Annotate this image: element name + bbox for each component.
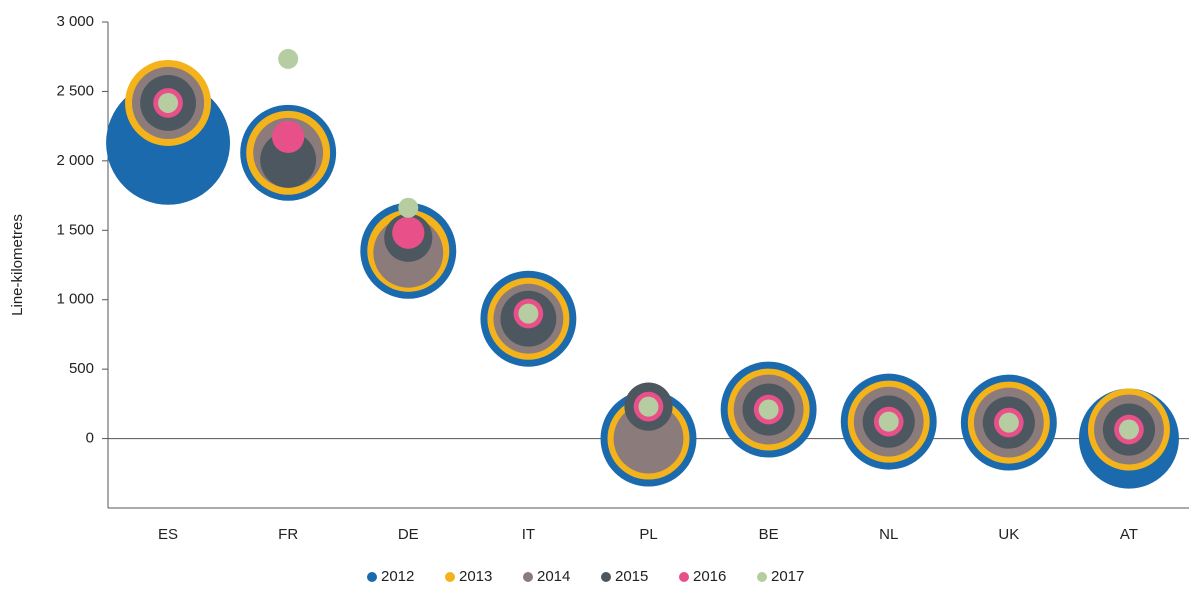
legend-swatch bbox=[757, 572, 767, 582]
legend-swatch bbox=[367, 572, 377, 582]
y-tick-label: 1 000 bbox=[56, 291, 94, 308]
x-tick-label: ES bbox=[158, 526, 178, 543]
x-tick-label: FR bbox=[278, 526, 298, 543]
x-tick-label: PL bbox=[639, 526, 657, 543]
bubble bbox=[638, 396, 659, 417]
y-axis-label: Line-kilometres bbox=[9, 214, 26, 316]
legend-label: 2016 bbox=[693, 568, 726, 585]
x-tick-label: AT bbox=[1120, 526, 1138, 543]
legend-label: 2013 bbox=[459, 568, 492, 585]
legend-label: 2014 bbox=[537, 568, 570, 585]
legend-label: 2012 bbox=[381, 568, 414, 585]
bubble bbox=[398, 197, 419, 218]
x-tick-label: BE bbox=[759, 526, 779, 543]
legend-swatch bbox=[679, 572, 689, 582]
bubble bbox=[518, 303, 539, 324]
x-tick-label: DE bbox=[398, 526, 419, 543]
x-tick-label: NL bbox=[879, 526, 898, 543]
x-tick-label: IT bbox=[522, 526, 535, 543]
bubble bbox=[272, 120, 305, 153]
bubble bbox=[1118, 419, 1139, 440]
y-tick-label: 0 bbox=[86, 430, 94, 447]
legend-label: 2015 bbox=[615, 568, 648, 585]
bubble bbox=[998, 412, 1019, 433]
legend-swatch bbox=[445, 572, 455, 582]
bubble bbox=[758, 399, 779, 420]
x-tick-label: UK bbox=[998, 526, 1019, 543]
bubble bbox=[878, 411, 899, 432]
y-tick-label: 3 000 bbox=[56, 13, 94, 30]
bubble bbox=[158, 92, 179, 113]
y-tick-label: 1 500 bbox=[56, 221, 94, 238]
y-tick-label: 2 500 bbox=[56, 82, 94, 99]
bubble bbox=[392, 216, 425, 249]
legend-swatch bbox=[601, 572, 611, 582]
bubble bbox=[260, 131, 317, 188]
bubble bbox=[278, 48, 299, 69]
y-tick-label: 500 bbox=[69, 360, 94, 377]
y-tick-label: 2 000 bbox=[56, 152, 94, 169]
legend-swatch bbox=[523, 572, 533, 582]
legend-label: 2017 bbox=[771, 568, 804, 585]
